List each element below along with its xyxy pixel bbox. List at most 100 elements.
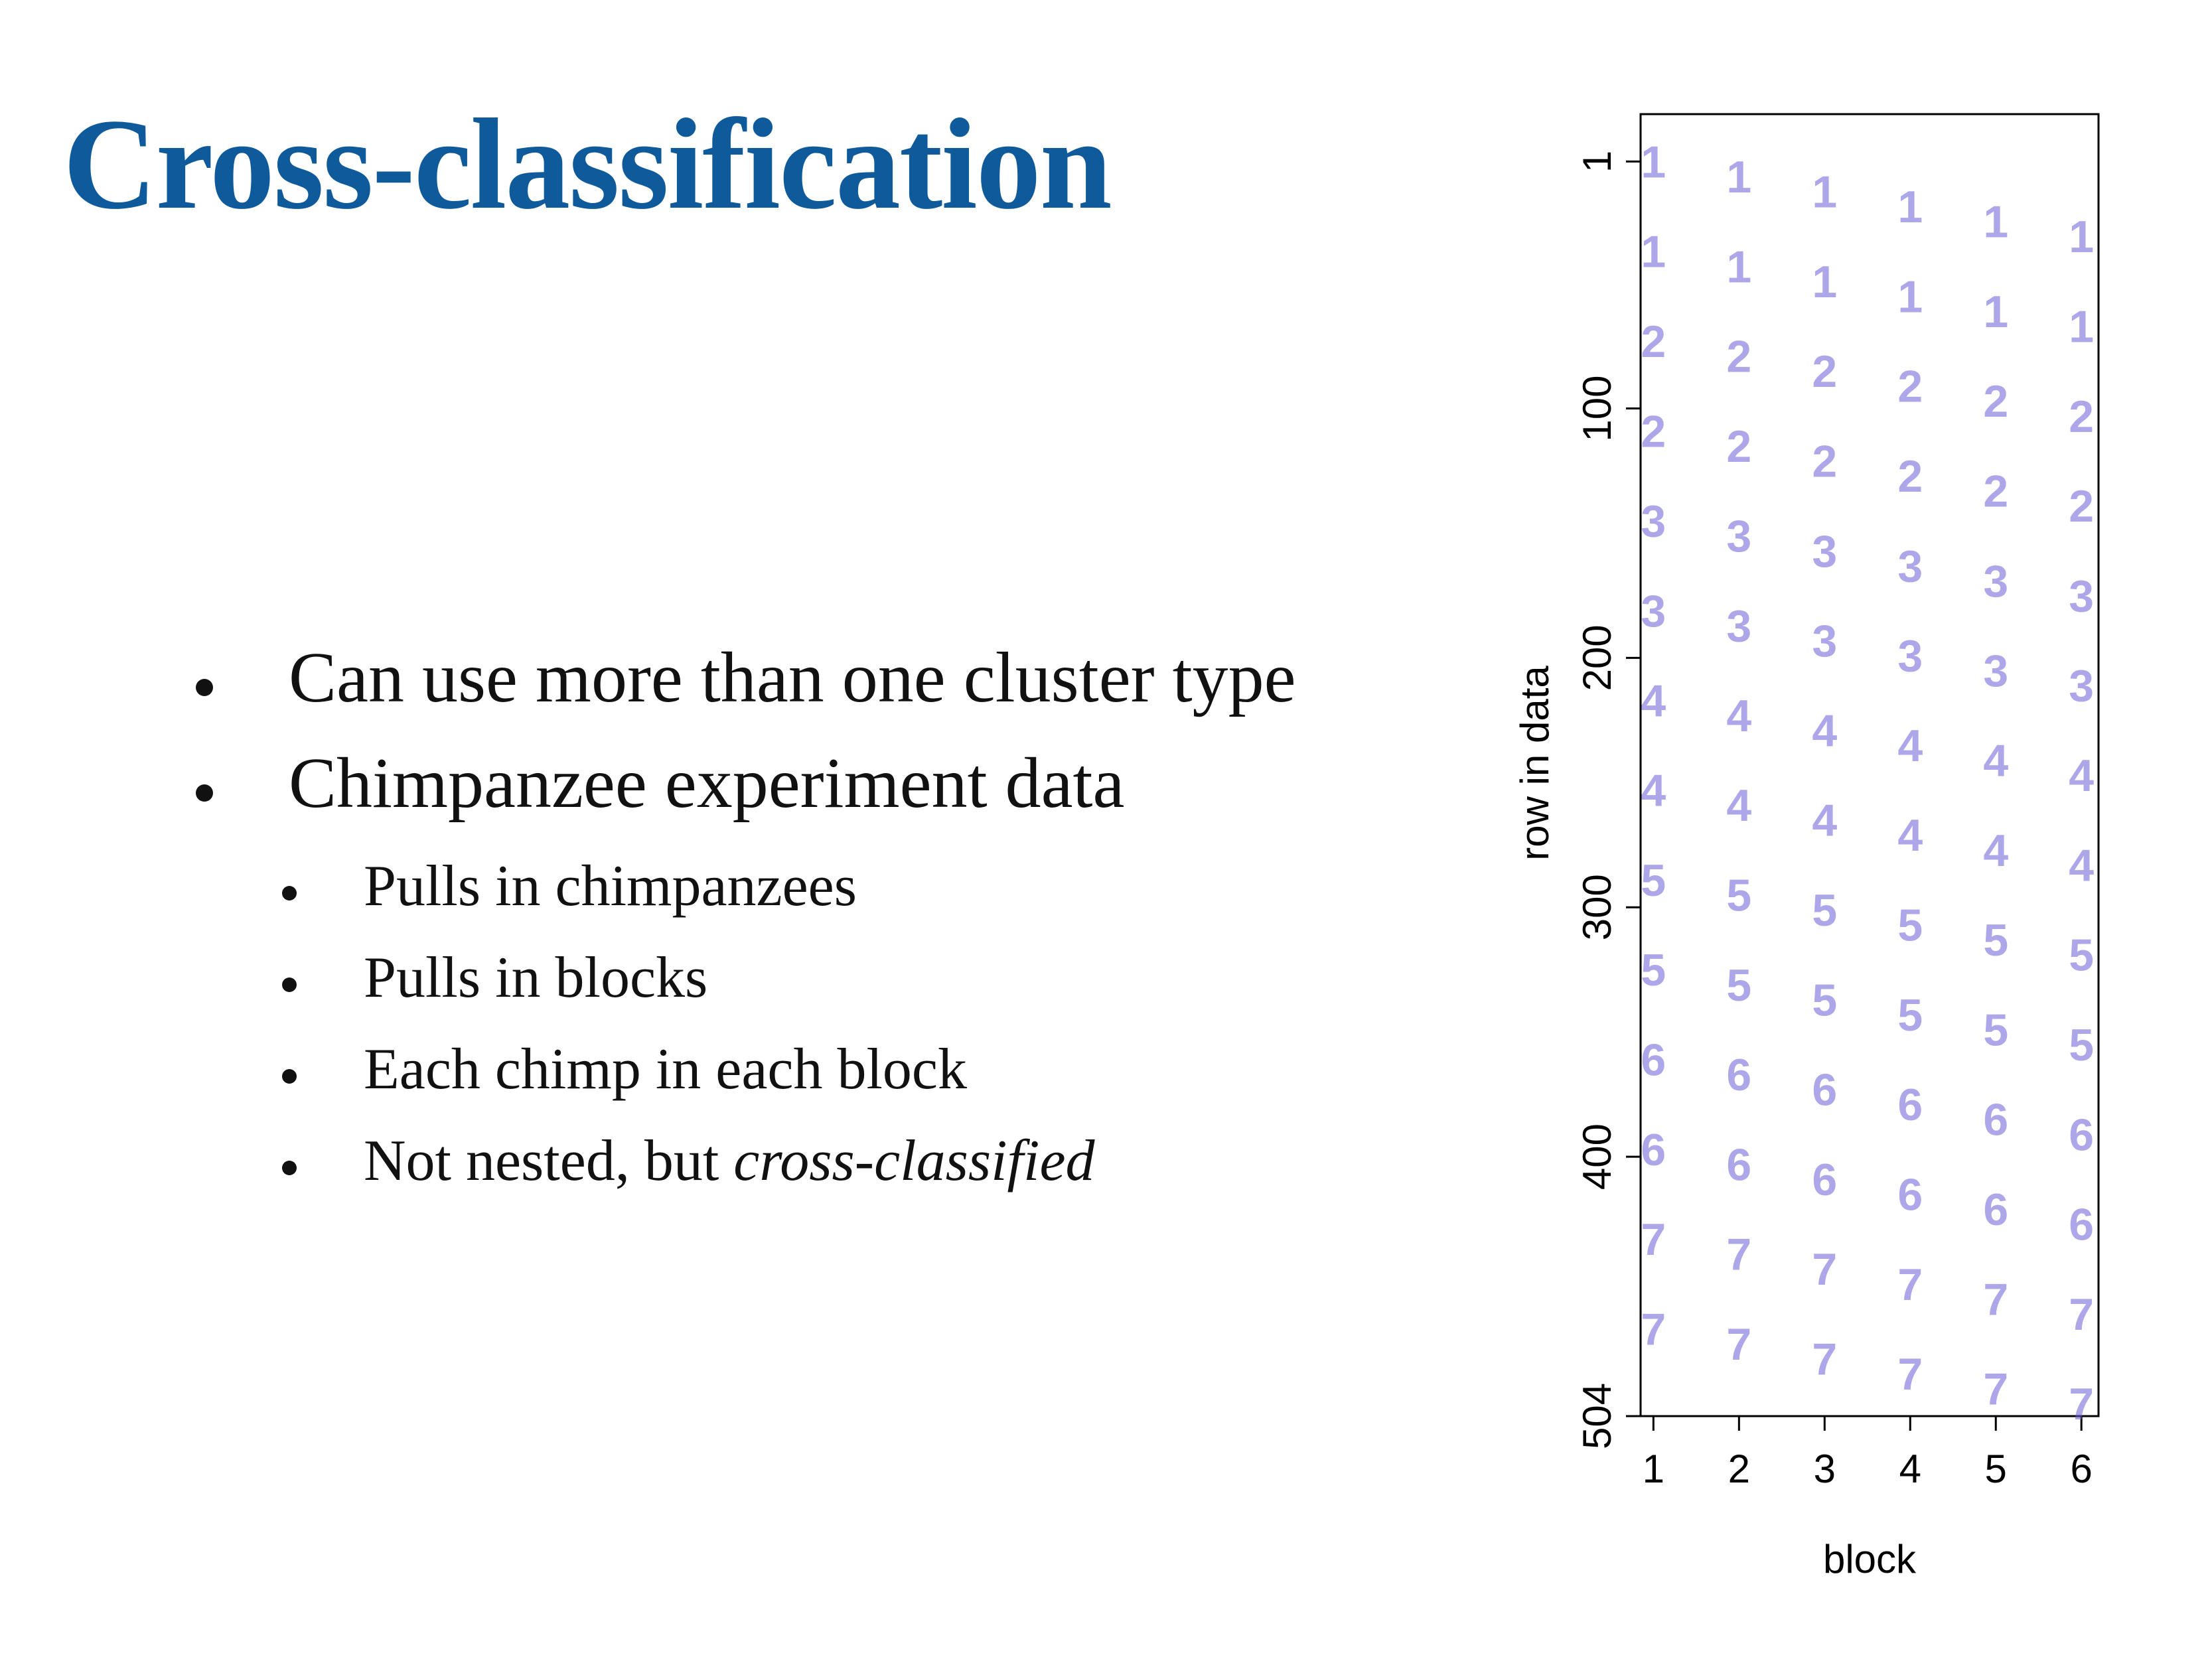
data-point-chimp-3: 3 (1726, 601, 1751, 652)
data-point-chimp-4: 4 (1641, 676, 1666, 726)
data-point-chimp-3: 3 (1641, 496, 1666, 547)
bullet-text: Each chimp in each block (364, 1037, 967, 1102)
data-point-chimp-2: 2 (1726, 421, 1751, 472)
y-tick-label: 1 (1575, 151, 1619, 173)
data-point-chimp-4: 4 (1897, 810, 1923, 861)
x-tick-label: 2 (1728, 1447, 1750, 1491)
data-point-chimp-5: 5 (1726, 960, 1751, 1011)
data-point-chimp-2: 2 (1983, 467, 2008, 517)
data-point-chimp-3: 3 (2069, 661, 2094, 711)
data-point-chimp-1: 1 (1812, 257, 1837, 307)
y-axis: 1 100 200 300 400 504 (1575, 151, 1642, 1449)
data-point-chimp-5: 5 (1983, 1005, 2008, 1055)
data-point-chimp-1: 1 (1897, 271, 1923, 322)
data-point-chimp-1: 1 (1812, 167, 1837, 218)
bullet-dot-icon (196, 679, 213, 696)
data-point-chimp-6: 6 (2069, 1200, 2094, 1250)
bullet-text-emphasis: cross-classified (733, 1129, 1095, 1193)
data-point-chimp-5: 5 (2069, 930, 2094, 981)
bullet-text: Pulls in blocks (364, 946, 708, 1010)
bullet-text: Chimpanzee experiment data (289, 744, 1125, 823)
data-point-chimp-6: 6 (1983, 1185, 2008, 1235)
data-point-chimp-7: 7 (1812, 1244, 1837, 1295)
data-point-chimp-4: 4 (1726, 780, 1751, 831)
bullet-dot-icon (282, 1069, 297, 1084)
data-point-chimp-6: 6 (1812, 1065, 1837, 1116)
data-point-chimp-5: 5 (1812, 885, 1837, 936)
x-axis-label: block (1823, 1537, 1917, 1581)
data-point-chimp-3: 3 (1897, 631, 1923, 682)
y-tick-label: 300 (1575, 874, 1619, 940)
x-tick-label: 4 (1899, 1447, 1921, 1491)
data-point-chimp-2: 2 (2069, 392, 2094, 442)
data-point-chimp-4: 4 (1983, 735, 2008, 786)
data-point-chimp-1: 1 (1983, 197, 2008, 248)
data-point-chimp-2: 2 (1983, 376, 2008, 427)
data-point-chimp-6: 6 (2069, 1110, 2094, 1160)
data-point-chimp-7: 7 (1812, 1334, 1837, 1385)
bullet-text: Not nested, but (364, 1129, 734, 1193)
bullet-dot-icon (196, 784, 213, 802)
data-point-chimp-5: 5 (1812, 975, 1837, 1025)
data-point-chimp-1: 1 (2069, 212, 2094, 262)
x-tick-label: 5 (1985, 1447, 2007, 1491)
data-point-chimp-5: 5 (2069, 1020, 2094, 1070)
data-point-chimp-6: 6 (1897, 1169, 1923, 1220)
y-tick-label: 100 (1575, 375, 1619, 441)
data-point-chimp-4: 4 (2069, 840, 2094, 891)
x-tick-label: 6 (2071, 1447, 2093, 1491)
sub-bullet-item: Pulls in chimpanzees (282, 854, 857, 918)
data-point-chimp-3: 3 (2069, 571, 2094, 621)
data-point-chimp-3: 3 (1897, 541, 1923, 591)
data-point-chimp-6: 6 (1897, 1080, 1923, 1130)
data-point-chimp-4: 4 (2069, 751, 2094, 801)
x-axis: 1 2 3 4 5 6 (1643, 1415, 2093, 1491)
data-point-chimp-2: 2 (1641, 317, 1666, 367)
data-point-chimp-6: 6 (1983, 1095, 2008, 1145)
data-point-chimp-5: 5 (1726, 870, 1751, 920)
data-point-chimp-1: 1 (2069, 301, 2094, 352)
x-tick-label: 3 (1814, 1447, 1836, 1491)
slide-title: Cross-classification (63, 92, 1112, 236)
data-point-chimp-5: 5 (1897, 901, 1923, 951)
bullet-item: Chimpanzee experiment data (196, 748, 1124, 820)
sub-bullet-item: Not nested, but cross-classified (282, 1129, 1095, 1193)
data-points: 1 1 1 1 1 1 1 1 1 1 1 1 2 2 2 2 2 2 2 2 2 2 2 2 3 3 3 3 3 3 3 3 3 3 3 3 4 4 4 4… (1641, 137, 2094, 1429)
x-tick-label: 1 (1643, 1447, 1664, 1491)
data-point-chimp-3: 3 (1641, 586, 1666, 636)
data-point-chimp-2: 2 (1812, 436, 1837, 486)
data-point-chimp-4: 4 (1726, 691, 1751, 741)
data-point-chimp-1: 1 (1726, 152, 1751, 202)
data-point-chimp-2: 2 (1897, 362, 1923, 412)
data-point-chimp-7: 7 (1897, 1260, 1923, 1310)
data-point-chimp-2: 2 (2069, 481, 2094, 532)
data-point-chimp-1: 1 (1983, 287, 2008, 337)
data-point-chimp-2: 2 (1726, 332, 1751, 382)
data-point-chimp-4: 4 (1983, 826, 2008, 876)
bullet-text: Can use more than one cluster type (289, 638, 1296, 717)
data-point-chimp-6: 6 (1726, 1050, 1751, 1100)
data-point-chimp-7: 7 (1726, 1230, 1751, 1280)
y-tick-label: 200 (1575, 624, 1619, 691)
data-point-chimp-3: 3 (1726, 511, 1751, 561)
data-point-chimp-1: 1 (1726, 242, 1751, 292)
bullet-dot-icon (282, 886, 297, 901)
data-point-chimp-7: 7 (1726, 1319, 1751, 1370)
bullet-dot-icon (282, 977, 297, 992)
data-point-chimp-2: 2 (1897, 451, 1923, 502)
data-point-chimp-7: 7 (2069, 1379, 2094, 1429)
data-point-chimp-5: 5 (1641, 855, 1666, 906)
y-axis-label: row in data (1512, 666, 1557, 861)
data-point-chimp-4: 4 (1897, 721, 1923, 771)
data-point-chimp-3: 3 (1983, 556, 2008, 607)
data-point-chimp-6: 6 (1812, 1155, 1837, 1205)
data-point-chimp-7: 7 (2069, 1289, 2094, 1340)
data-point-chimp-2: 2 (1812, 346, 1837, 397)
bullet-text: Pulls in chimpanzees (364, 854, 857, 918)
data-point-chimp-7: 7 (1983, 1274, 2008, 1325)
data-point-chimp-4: 4 (1641, 766, 1666, 816)
data-point-chimp-7: 7 (1641, 1304, 1666, 1354)
data-point-chimp-3: 3 (1812, 526, 1837, 577)
